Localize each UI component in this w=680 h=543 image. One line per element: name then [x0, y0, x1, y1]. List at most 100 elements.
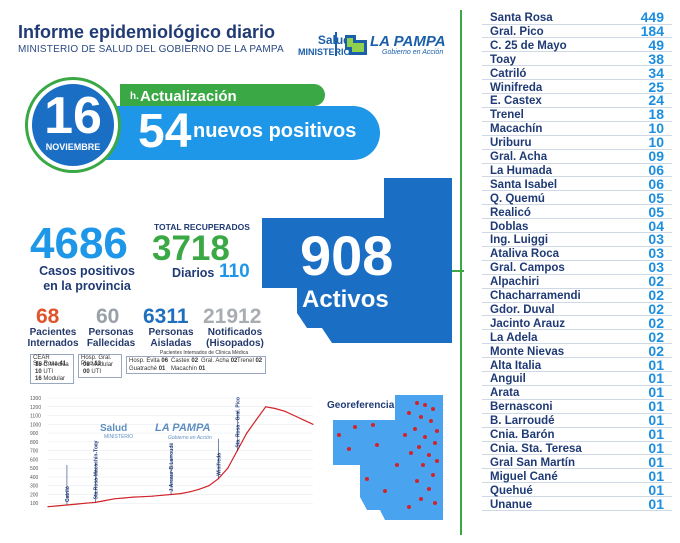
city-value: 25	[648, 78, 664, 95]
chart-annotation: Sta.Rosa-Macachín-Toay	[93, 440, 99, 499]
cear-box: CEAR Sta.Rosa 41 15 C.Médica 10 UTI 16 M…	[30, 354, 74, 384]
city-value: 03	[648, 245, 664, 262]
list-item: Cnia. Sta. Teresa 01	[482, 439, 672, 456]
fallecidos-label-1: Personas	[88, 327, 134, 338]
data-point	[75, 503, 77, 505]
list-item: Santa Rosa 449	[482, 9, 672, 25]
modular-label: Modular	[43, 376, 66, 382]
salud-logo: Salud MINISTERIO	[298, 34, 351, 58]
list-item: Realicó 05	[482, 204, 672, 220]
uti-label: UTI	[43, 369, 54, 375]
data-point	[274, 407, 276, 410]
list-item: E. Castex 24	[482, 92, 672, 108]
city-name: Cnia. Barón	[490, 429, 555, 441]
gacha-label: Gral. Acha	[201, 358, 230, 364]
city-value: 01	[648, 384, 664, 401]
city-name: Macachín	[490, 123, 543, 136]
evita-label: Hosp. Evita	[129, 358, 160, 364]
city-name: Unanue	[490, 498, 533, 511]
city-name: La Humada	[490, 164, 552, 177]
y-tick-label: 100	[30, 501, 39, 507]
guatrache-value: 01	[158, 366, 166, 372]
gral-pico-box: Hosp. Gral. Pico 13 08 Modular 00 UTI	[78, 354, 122, 378]
report-title: Informe epidemiológico diario	[18, 22, 276, 42]
y-tick-label: 200	[30, 492, 39, 498]
city-name: Santa Rosa	[490, 12, 553, 24]
data-point	[198, 488, 201, 490]
date-badge: 16 NOVIEMBRE	[28, 80, 118, 170]
city-name: Gral. Campos	[490, 262, 565, 275]
city-value: 02	[648, 287, 664, 303]
list-item: Alpachiri 02	[482, 273, 672, 290]
list-item: C. 25 de Mayo 49	[482, 37, 672, 53]
city-name: Toay	[490, 53, 516, 66]
city-value: 01	[648, 467, 664, 484]
data-point	[255, 419, 257, 421]
data-point	[104, 500, 106, 502]
list-item: Unanue 01	[482, 495, 672, 512]
new-positives-bar: 54 nuevos positivos	[80, 105, 380, 160]
georeference-map	[333, 395, 443, 520]
list-item: Doblas 04	[482, 218, 672, 234]
total-cases-label-2: en la provincia	[43, 279, 131, 293]
macachin-label: Macachín	[171, 366, 198, 372]
city-name: Quehué	[490, 484, 533, 497]
chart-annotation: Sta. Rosa - Gral. Pico	[235, 397, 241, 448]
list-item: Macachín 10	[482, 120, 672, 136]
list-item: B. Larroudé 01	[482, 412, 672, 428]
y-tick-label: 300	[30, 484, 39, 490]
list-item: Monte Nievas 02	[482, 343, 672, 359]
aislados-label-2: Aisladas	[150, 338, 192, 349]
gpico-value: 13	[94, 361, 102, 367]
cases-chart: 1300 1200 1100 1000 900 800 700 600 500 400 300 200…	[28, 394, 318, 516]
gp-modular-value: 08	[83, 362, 90, 368]
list-item: Bernasconi 01	[482, 398, 672, 414]
city-name: Catriló	[490, 67, 527, 80]
y-tick-label: 1300	[30, 396, 41, 402]
chart-watermark-ministerio: MINISTERIO	[104, 434, 134, 440]
city-value: 02	[648, 273, 664, 290]
data-point	[293, 414, 295, 417]
city-name: Miguel Cané	[490, 470, 558, 483]
fallecidos-label-2: Fallecidas	[86, 338, 136, 349]
chart-annotation: Catriló	[65, 486, 71, 502]
city-name: Winifreda	[490, 81, 543, 94]
uti-value: 10	[35, 369, 42, 375]
data-point	[160, 494, 163, 496]
city-value: 10	[648, 134, 664, 151]
data-point	[312, 423, 314, 425]
city-name: Gral. Acha	[490, 151, 548, 163]
list-item: Ing. Luiggi 03	[482, 231, 672, 247]
y-tick-label: 1200	[30, 405, 41, 411]
list-item: Winifreda 25	[482, 78, 672, 95]
list-item: Chacharramendi 02	[482, 287, 672, 303]
city-name: La Adela	[490, 331, 538, 344]
date-day: 16	[44, 87, 102, 145]
city-value: 02	[648, 314, 664, 331]
city-name: Gral San Martín	[490, 456, 575, 469]
data-point	[47, 506, 49, 508]
trenel-value: 02	[255, 358, 263, 364]
data-point	[265, 406, 267, 408]
list-item: Trenel 18	[482, 106, 672, 122]
city-value: 01	[648, 439, 664, 456]
list-item: Miguel Cané 01	[482, 467, 672, 484]
city-name: Ing. Luiggi	[490, 234, 549, 247]
data-point	[227, 467, 229, 469]
internados-label-2: Internados	[27, 338, 79, 349]
city-name: Bernasconi	[490, 401, 553, 414]
date-month: NOVIEMBRE	[45, 142, 101, 152]
city-name: Alpachiri	[490, 276, 540, 289]
city-value: 02	[648, 300, 664, 317]
city-name: E. Castex	[490, 95, 542, 108]
gacha-value: 02	[230, 358, 238, 364]
y-tick-label: 700	[30, 449, 39, 455]
recovered-label: TOTAL RECUPERADOS	[154, 222, 250, 232]
list-item: Gral. Campos 03	[482, 259, 672, 275]
city-value: 01	[648, 495, 664, 512]
aislados-label-1: Personas	[148, 327, 194, 338]
city-name: Chacharramendi	[490, 290, 581, 302]
city-name: Alta Italia	[490, 359, 542, 372]
list-item: Jacinto Arauz 02	[482, 314, 672, 331]
city-value: 184	[640, 22, 664, 39]
